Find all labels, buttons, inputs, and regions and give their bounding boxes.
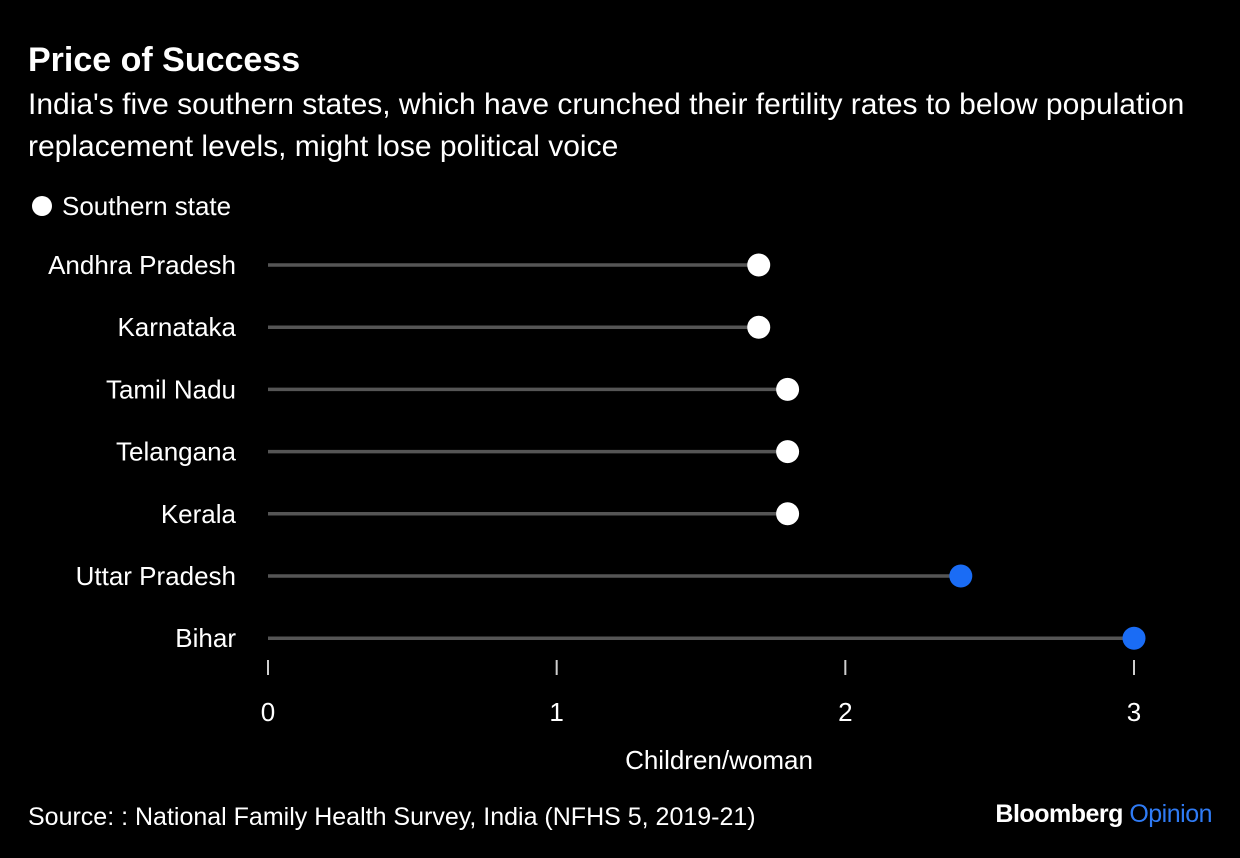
x-tick-label-1: 1: [549, 697, 563, 727]
dot-kerala: [776, 502, 800, 526]
dot-tamil-nadu: [776, 377, 800, 401]
chart-title: Price of Success: [28, 41, 301, 79]
brand-main: Bloomberg: [995, 800, 1123, 828]
category-label-karnataka: Karnataka: [117, 312, 236, 342]
category-label-telangana: Telangana: [116, 437, 237, 467]
dot-uttar-pradesh: [949, 564, 973, 588]
bloomberg-opinion-logo: Bloomberg Opinion: [995, 798, 1212, 830]
category-label-uttar-pradesh: Uttar Pradesh: [76, 561, 236, 591]
brand-sub: Opinion: [1129, 800, 1212, 828]
dot-telangana: [776, 440, 800, 464]
category-label-bihar: Bihar: [175, 623, 236, 653]
legend-label: Southern state: [62, 190, 232, 221]
dot-karnataka: [747, 315, 771, 339]
x-tick-label-0: 0: [261, 697, 275, 727]
dot-bihar: [1122, 626, 1146, 650]
x-tick-label-3: 3: [1127, 697, 1141, 727]
legend: Southern state: [32, 190, 231, 222]
dot-andhra-pradesh: [747, 253, 771, 277]
source-note: Source: : National Family Health Survey,…: [28, 803, 756, 831]
legend-dot-icon: [32, 196, 52, 216]
x-tick-label-2: 2: [838, 697, 852, 727]
chart-subtitle: India's five southern states, which have…: [28, 88, 1185, 163]
category-label-andhra-pradesh: Andhra Pradesh: [48, 250, 236, 280]
category-label-kerala: Kerala: [161, 499, 237, 529]
x-axis-title: Children/woman: [625, 745, 813, 775]
category-label-tamil-nadu: Tamil Nadu: [106, 374, 236, 404]
